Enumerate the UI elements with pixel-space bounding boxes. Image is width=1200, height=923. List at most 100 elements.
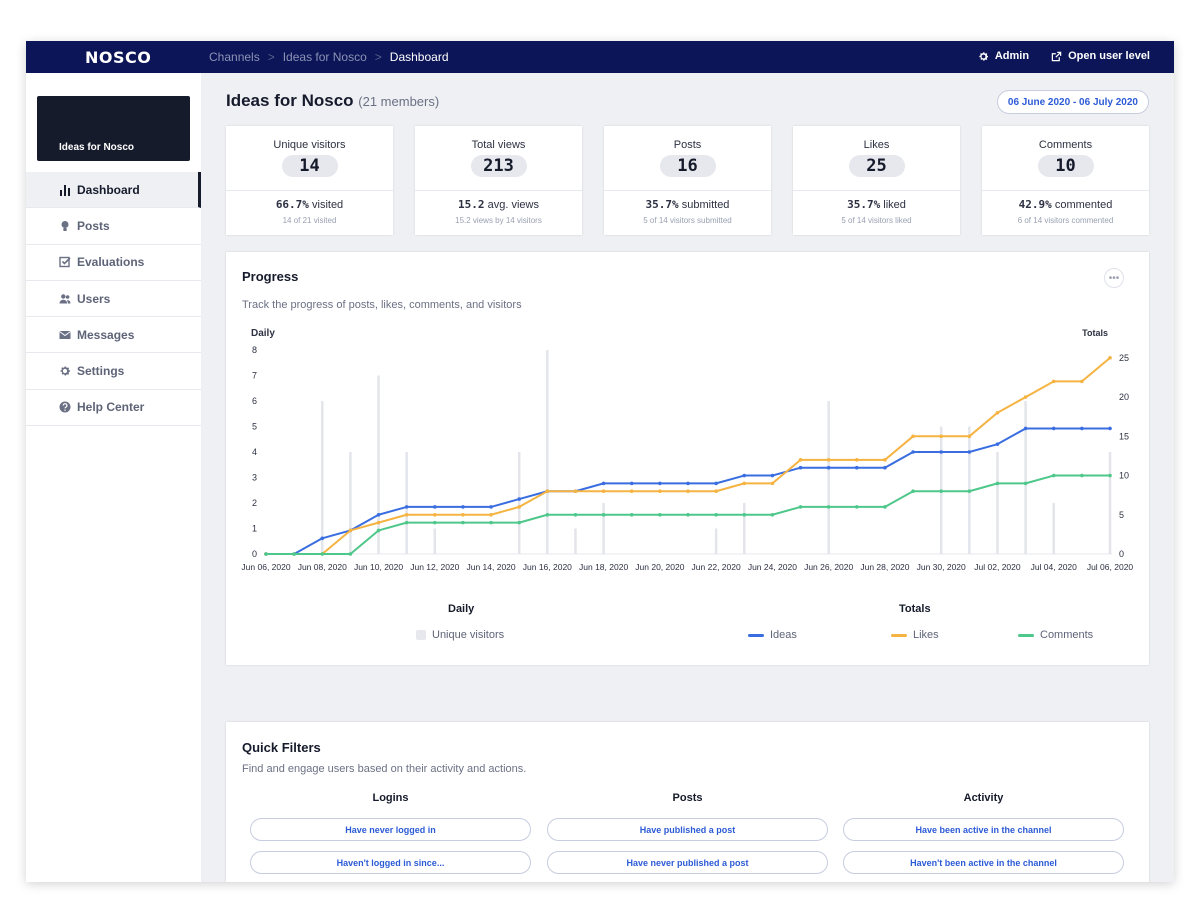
x-axis-tick-label: Jun 10, 2020: [354, 562, 403, 572]
nosco-logo[interactable]: NOSCO: [85, 48, 152, 67]
legend-label: Unique visitors: [432, 629, 505, 641]
likes-data-point: [348, 528, 353, 533]
stat-label: Total views: [471, 139, 526, 151]
stat-value: 10: [1037, 155, 1094, 177]
sidebar-nav: Dashboard Posts Evaluations Users Messag…: [26, 172, 201, 427]
left-axis-tick-label: 6: [252, 396, 257, 406]
quick-filters-panel: Quick Filters Find and engage users base…: [226, 722, 1149, 882]
likes-data-point: [489, 512, 493, 517]
ideas-data-point: [320, 536, 325, 541]
lightbulb-icon: [59, 220, 71, 232]
stat-value: 213: [470, 155, 527, 177]
stat-subtext: 5 of 14 visitors submitted: [643, 216, 732, 225]
users-icon: [59, 293, 71, 305]
right-axis-tick-label: 0: [1119, 549, 1124, 559]
unique-visitors-bar: [1024, 401, 1027, 554]
stat-percentage: 66.7% visited: [276, 198, 343, 211]
sidebar-item-posts[interactable]: Posts: [26, 208, 201, 245]
sidebar-item-dashboard[interactable]: Dashboard: [26, 172, 201, 209]
unique-visitors-bar: [546, 350, 549, 554]
likes-data-point: [658, 489, 662, 494]
x-axis-tick-label: Jun 26, 2020: [804, 562, 853, 572]
legend-likes[interactable]: Likes: [891, 629, 939, 641]
likes-data-point: [573, 489, 578, 494]
comments-data-point: [798, 505, 803, 509]
comments-data-point: [404, 520, 409, 525]
legend-swatch: [416, 630, 426, 640]
comments-data-point: [855, 505, 859, 509]
sidebar-item-label: Messages: [77, 327, 135, 342]
comments-data-point: [1051, 473, 1056, 478]
bar-chart-icon: [59, 184, 71, 196]
x-axis-tick-label: Jun 08, 2020: [298, 562, 347, 572]
open-user-level-button[interactable]: Open user level: [1051, 50, 1150, 62]
stat-pct-value: 35.7%: [847, 198, 881, 211]
admin-button[interactable]: Admin: [978, 50, 1029, 62]
ideas-data-point: [1080, 426, 1084, 431]
ideas-data-point: [770, 473, 775, 478]
sidebar-item-settings[interactable]: Settings: [26, 353, 201, 390]
legend-daily-heading: Daily: [448, 603, 475, 615]
unique-visitors-bar: [349, 452, 352, 554]
comments-data-point: [1080, 473, 1084, 478]
stat-card-likes: Likes 25 35.7% liked 5 of 14 visitors li…: [793, 126, 960, 235]
ideas-data-point: [826, 465, 831, 470]
stat-percentage: 42.9% commented: [1019, 198, 1113, 211]
right-axis-tick-label: 5: [1119, 510, 1124, 520]
ellipsis-icon: •••: [1108, 272, 1120, 284]
breadcrumb-channels[interactable]: Channels: [209, 50, 260, 64]
channel-card[interactable]: Ideas for Nosco: [37, 96, 190, 161]
more-options-button[interactable]: •••: [1104, 268, 1124, 288]
likes-data-point: [770, 481, 775, 486]
filter-never-logged-in-button[interactable]: Have never logged in: [250, 818, 531, 841]
app-window: NOSCO Channels > Ideas for Nosco > Dashb…: [26, 41, 1174, 882]
x-axis-tick-label: Jun 16, 2020: [523, 562, 572, 572]
sidebar-item-users[interactable]: Users: [26, 281, 201, 318]
sidebar-item-label: Evaluations: [77, 255, 145, 270]
likes-data-point: [601, 489, 606, 494]
sidebar-item-evaluations[interactable]: Evaluations: [26, 245, 201, 281]
left-axis-tick-label: 4: [252, 447, 257, 457]
comments-data-point: [320, 552, 325, 556]
channel-card-name: Ideas for Nosco: [59, 142, 135, 153]
question-icon: [59, 401, 71, 413]
stat-pct-text: commented: [1054, 199, 1113, 211]
legend-ideas[interactable]: Ideas: [748, 629, 797, 641]
date-range-picker[interactable]: 06 June 2020 - 06 July 2020: [996, 90, 1149, 114]
comments-data-point: [826, 505, 831, 509]
filter-active-in-channel-button[interactable]: Have been active in the channel: [843, 818, 1124, 841]
likes-data-point: [826, 458, 831, 462]
progress-panel: Progress Track the progress of posts, li…: [226, 252, 1149, 665]
checkbox-icon: [59, 256, 71, 268]
sidebar-item-messages[interactable]: Messages: [26, 317, 201, 354]
filter-not-active-in-channel-button[interactable]: Haven't been active in the channel: [843, 851, 1124, 874]
left-axis-tick-label: 5: [252, 422, 257, 432]
comments-data-point: [601, 512, 606, 517]
likes-data-point: [995, 410, 1000, 415]
filter-column-posts: Posts Have published a post Have never p…: [547, 792, 828, 874]
legend-swatch: [891, 633, 907, 637]
unique-visitors-bar: [377, 375, 380, 554]
ideas-data-point: [629, 481, 634, 486]
sidebar-item-help-center[interactable]: Help Center: [26, 390, 201, 427]
x-axis-tick-label: Jun 12, 2020: [410, 562, 459, 572]
legend-unique-visitors[interactable]: Unique visitors: [416, 629, 504, 641]
gear-icon: [979, 51, 988, 61]
legend-label: Likes: [913, 629, 939, 641]
ideas-data-point: [686, 481, 690, 486]
ideas-data-point: [404, 505, 409, 509]
x-axis-tick-label: Jun 24, 2020: [748, 562, 797, 572]
breadcrumb-channel[interactable]: Ideas for Nosco: [282, 50, 367, 64]
legend-comments[interactable]: Comments: [1018, 629, 1093, 641]
stat-card-unique-visitors: Unique visitors 14 66.7% visited 14 of 2…: [226, 126, 393, 235]
ideas-data-point: [461, 505, 465, 509]
filter-column-heading: Activity: [963, 792, 1004, 804]
filter-never-published-button[interactable]: Have never published a post: [547, 851, 828, 874]
filter-not-logged-in-since-button[interactable]: Haven't logged in since...: [250, 851, 531, 874]
sidebar: Ideas for Nosco Dashboard Posts Evaluati…: [26, 73, 201, 882]
comments-data-point: [1108, 473, 1112, 478]
x-axis-tick-label: Jul 06, 2020: [1087, 562, 1134, 572]
left-axis-tick-label: 3: [252, 473, 257, 483]
comments-data-point: [545, 512, 550, 517]
filter-published-post-button[interactable]: Have published a post: [547, 818, 828, 841]
